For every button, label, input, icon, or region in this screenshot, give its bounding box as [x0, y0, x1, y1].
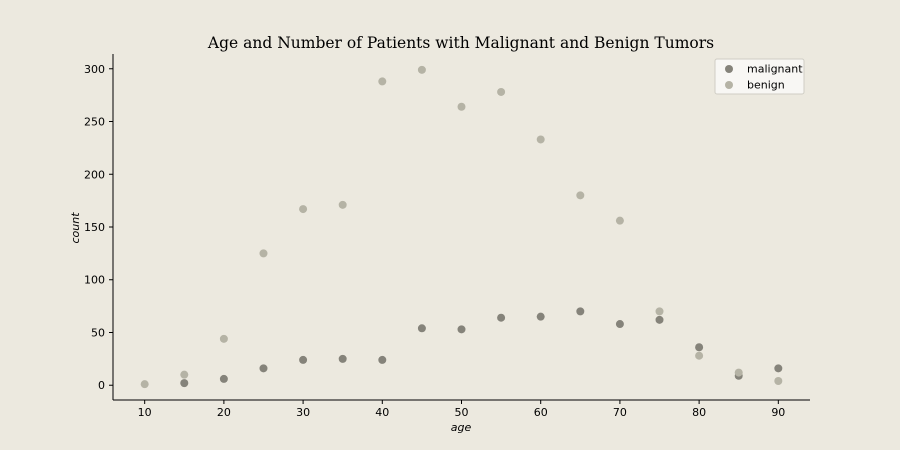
data-point-benign — [140, 380, 149, 389]
data-point-malignant — [655, 315, 664, 324]
x-tick-label: 30 — [296, 406, 310, 419]
x-axis-ticks: 10 20 30 40 50 60 70 80 90 — [138, 400, 785, 419]
data-point-benign — [378, 77, 387, 86]
x-tick-label: 40 — [375, 406, 389, 419]
data-point-benign — [457, 102, 466, 111]
data-point-malignant — [497, 313, 506, 322]
y-tick-label: 200 — [84, 168, 105, 181]
data-point-benign — [338, 200, 347, 209]
y-tick-label: 250 — [84, 116, 105, 129]
legend-label-malignant: malignant — [747, 63, 803, 76]
x-tick-label: 20 — [217, 406, 231, 419]
data-point-malignant — [378, 355, 387, 364]
data-point-benign — [615, 216, 624, 225]
data-point-benign — [417, 65, 426, 74]
data-point-malignant — [338, 354, 347, 363]
legend: malignant benign — [714, 58, 805, 95]
data-point-benign — [180, 370, 189, 379]
data-point-malignant — [259, 364, 268, 373]
data-point-malignant — [576, 307, 585, 316]
plot-points — [140, 65, 783, 389]
x-axis-label: age — [451, 421, 472, 434]
legend-box — [714, 58, 805, 95]
data-point-benign — [219, 334, 228, 343]
y-tick-label: 300 — [84, 63, 105, 76]
data-point-malignant — [417, 324, 426, 333]
y-axis-ticks: 0 50 100 150 200 250 300 — [84, 63, 113, 392]
x-tick-label: 50 — [455, 406, 469, 419]
data-point-malignant — [774, 364, 783, 373]
data-point-benign — [576, 191, 585, 200]
y-axis-label: count — [69, 212, 82, 244]
data-point-benign — [695, 351, 704, 360]
x-tick-label: 60 — [534, 406, 548, 419]
data-point-malignant — [219, 374, 228, 383]
x-tick-label: 10 — [138, 406, 152, 419]
data-point-benign — [497, 87, 506, 96]
y-tick-label: 0 — [98, 379, 105, 392]
data-point-benign — [655, 307, 664, 316]
data-point-benign — [774, 377, 783, 386]
x-tick-label: 80 — [692, 406, 706, 419]
data-point-benign — [734, 368, 743, 377]
y-tick-label: 150 — [84, 221, 105, 234]
data-point-malignant — [299, 355, 308, 364]
data-point-malignant — [457, 325, 466, 334]
x-tick-label: 90 — [771, 406, 785, 419]
data-point-benign — [299, 205, 308, 214]
y-tick-label: 50 — [91, 326, 105, 339]
y-tick-label: 100 — [84, 274, 105, 287]
legend-marker-malignant — [725, 65, 733, 73]
data-point-malignant — [615, 320, 624, 329]
x-tick-label: 70 — [613, 406, 627, 419]
data-point-malignant — [180, 379, 189, 388]
data-point-malignant — [695, 343, 704, 352]
legend-marker-benign — [725, 81, 733, 89]
chart-title: Age and Number of Patients with Malignan… — [207, 34, 714, 52]
data-point-malignant — [536, 312, 545, 321]
data-point-benign — [259, 249, 268, 258]
data-point-benign — [536, 135, 545, 144]
legend-label-benign: benign — [747, 79, 785, 92]
